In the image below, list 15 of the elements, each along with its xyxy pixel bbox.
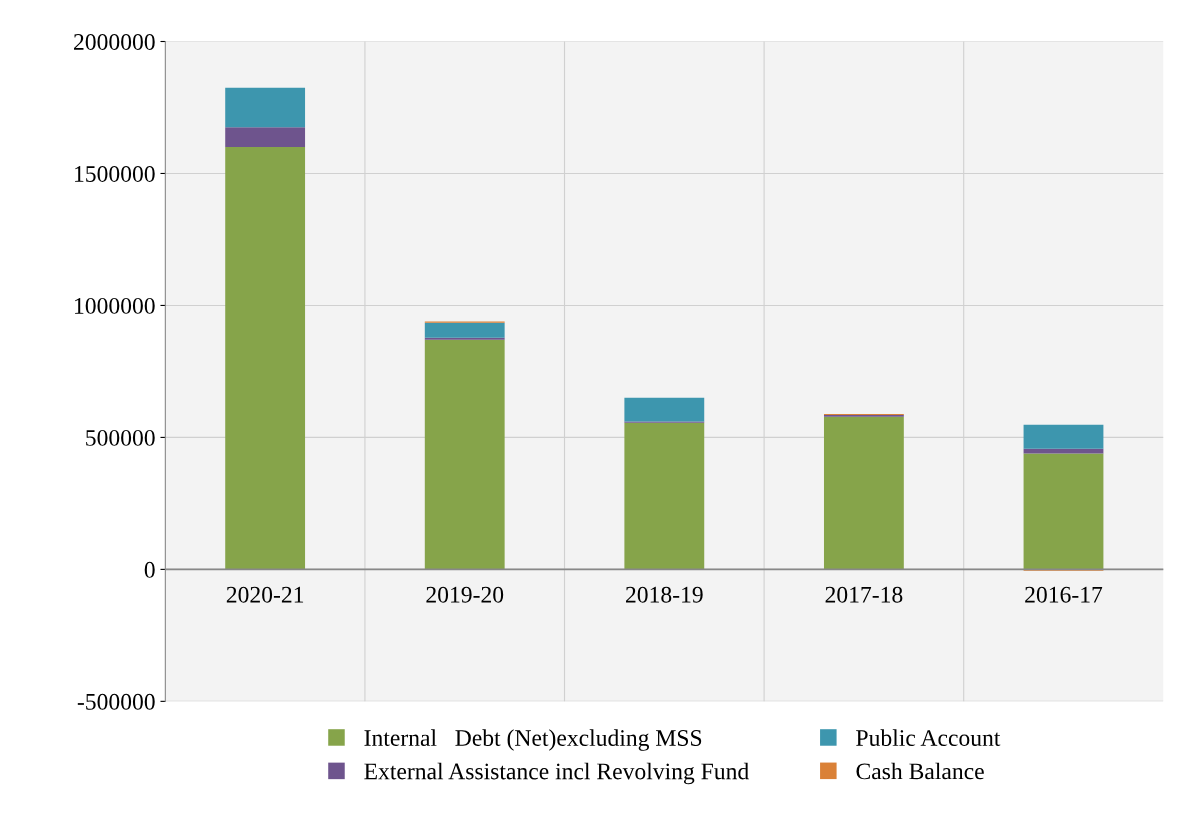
x-tick-label: 2020-21 xyxy=(226,586,304,603)
y-tick-label: -500000 xyxy=(77,693,155,710)
x-tick-label: 2019-20 xyxy=(426,586,504,603)
x-tick-label: 2017-18 xyxy=(825,586,903,603)
legend-label: External Assistance incl Revolving Fund xyxy=(364,762,749,785)
y-tick-label: 1000000 xyxy=(75,297,155,314)
legend-label: Internal Debt (Net)excluding MSS xyxy=(364,729,702,751)
y-tick-label: 500000 xyxy=(86,429,155,446)
x-tick-label: 2016-17 xyxy=(1025,586,1103,603)
legend-label: Cash Balance xyxy=(856,762,984,780)
y-tick-label: 2000000 xyxy=(74,33,155,50)
y-tick-label: 1500000 xyxy=(75,165,155,182)
y-tick-label: 0 xyxy=(144,561,155,578)
x-tick-label: 2018-19 xyxy=(626,586,703,603)
legend-label: Public Account xyxy=(856,729,1001,746)
